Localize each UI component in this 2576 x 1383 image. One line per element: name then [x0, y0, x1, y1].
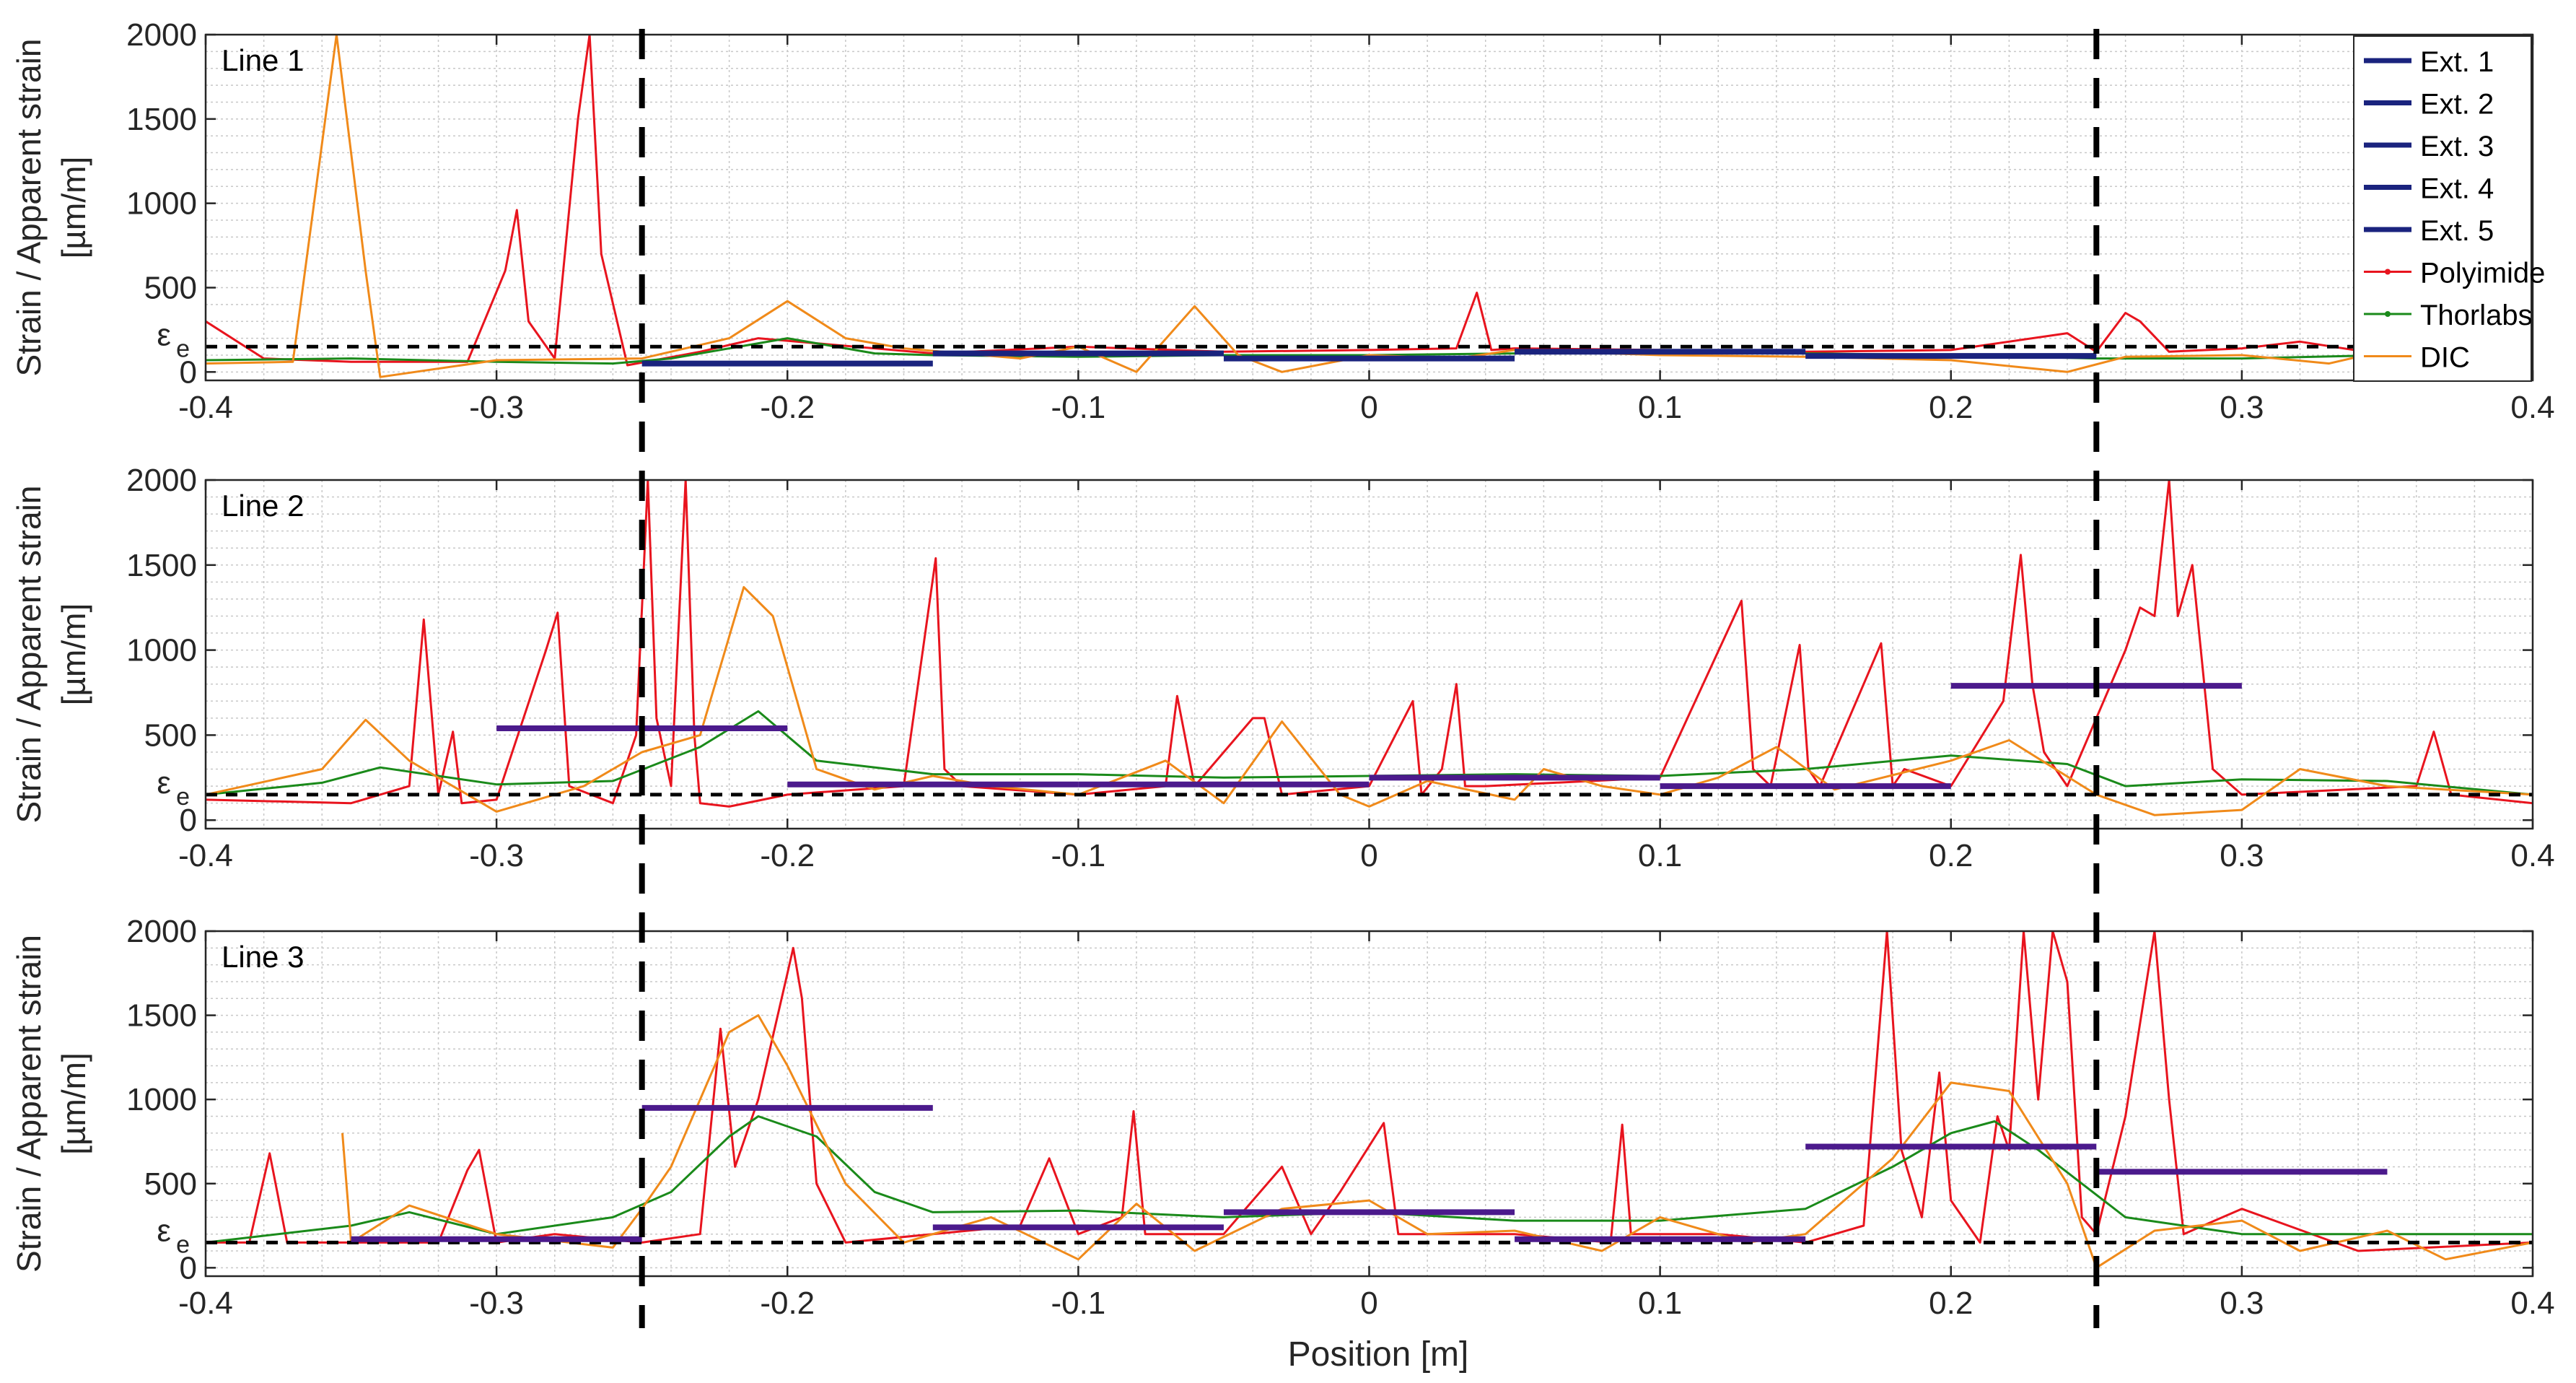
panel-line-2: -0.4 -0.3 -0.2 -0.1 0 0.1 0.2 0.3 0.4 0 500 1000 150…	[10, 463, 2555, 873]
x-tick-label: -0.2	[760, 838, 815, 873]
x-tick-label: 0.2	[1929, 1286, 1973, 1321]
legend-label: Thorlabs	[2420, 300, 2533, 331]
x-tick-label: 0.3	[2220, 838, 2264, 873]
x-tick-label: 0.4	[2510, 1286, 2554, 1321]
eps-e-subscript: e	[176, 1231, 190, 1258]
x-tick-label: -0.4	[178, 390, 233, 425]
eps-e-label: ε	[157, 317, 171, 352]
eps-e-label: ε	[157, 1213, 171, 1248]
legend-label: Ext. 4	[2420, 173, 2494, 205]
x-tick-label: 0.1	[1638, 390, 1682, 425]
panels: -0.4 -0.3 -0.2 -0.1 0 0.1 0.2 0.3 0.4 0 500 1000 150…	[10, 17, 2555, 1321]
y-tick-label: 2000	[126, 17, 197, 53]
legend-label: Polyimide	[2420, 258, 2545, 289]
y-tick-label: 1000	[126, 633, 197, 668]
x-tick-label: 0.1	[1638, 1286, 1682, 1321]
y-axis-label-unit: [µm/m]	[55, 157, 92, 258]
y-tick-label: 500	[144, 270, 197, 305]
y-tick-label: 1500	[126, 998, 197, 1034]
x-tick-label: 0.3	[2220, 1286, 2264, 1321]
panel-line-1: -0.4 -0.3 -0.2 -0.1 0 0.1 0.2 0.3 0.4 0 500 1000 150…	[10, 17, 2555, 425]
x-tick-label: 0	[1360, 390, 1377, 425]
y-axis-label-unit: [µm/m]	[55, 603, 92, 705]
x-tick-label: -0.2	[760, 1286, 815, 1321]
series-thorlabs-line	[206, 1115, 2533, 1244]
series-dic-line	[341, 1014, 2533, 1269]
x-tick-label: 0.4	[2510, 390, 2554, 425]
y-tick-label: 1500	[126, 548, 197, 583]
panel-title: Line 2	[222, 489, 304, 523]
x-tick-label: -0.2	[760, 390, 815, 425]
y-tick-label: 0	[180, 354, 197, 390]
legend-label: Ext. 3	[2420, 131, 2494, 162]
legend-marker	[2385, 311, 2391, 317]
x-tick-label: 0.4	[2510, 838, 2554, 873]
eps-e-subscript: e	[176, 335, 190, 362]
y-tick-label: 1000	[126, 186, 197, 222]
y-tick-label: 0	[180, 803, 197, 838]
panel-line-3: -0.4 -0.3 -0.2 -0.1 0 0.1 0.2 0.3 0.4 0 500 1000 150…	[10, 914, 2555, 1321]
y-axis-label-unit: [µm/m]	[55, 1052, 92, 1154]
y-tick-label: 500	[144, 717, 197, 753]
x-tick-label: 0	[1360, 1286, 1377, 1321]
data-area	[206, 480, 2533, 816]
x-tick-label: -0.3	[469, 838, 524, 873]
legend: Ext. 1 Ext. 2 Ext. 3 Ext. 4 Ext. 5 Polyimide T…	[2353, 35, 2545, 382]
x-tick-label: 0.2	[1929, 838, 1973, 873]
legend-label: Ext. 2	[2420, 89, 2494, 121]
eps-e-subscript: e	[176, 783, 190, 811]
x-tick-label: -0.3	[469, 1286, 524, 1321]
eps-e-label: ε	[157, 765, 171, 800]
legend-label: DIC	[2420, 342, 2470, 374]
x-tick-label: -0.1	[1051, 390, 1105, 425]
y-tick-label: 0	[180, 1250, 197, 1286]
panel-title: Line 3	[222, 940, 304, 974]
series-thorlabs-line	[206, 710, 2533, 796]
y-tick-label: 1500	[126, 102, 197, 137]
data-area	[206, 931, 2533, 1269]
legend-marker	[2385, 269, 2391, 275]
y-tick-label: 1000	[126, 1082, 197, 1117]
series-polyimide-line	[206, 480, 2533, 808]
grid	[205, 34, 2533, 380]
y-axis-label: Strain / Apparent strain	[10, 486, 48, 824]
y-tick-label: 2000	[126, 914, 197, 949]
plot-area	[206, 480, 2533, 829]
legend-box	[2353, 35, 2532, 382]
series-dic-line	[206, 35, 2533, 378]
y-tick-label: 2000	[126, 463, 197, 498]
y-tick-label: 500	[144, 1166, 197, 1202]
x-tick-label: 0.2	[1929, 390, 1973, 425]
x-axis-label: Position [m]	[1288, 1335, 1469, 1374]
y-axis-label: Strain / Apparent strain	[10, 39, 48, 377]
x-tick-label: -0.4	[178, 1286, 233, 1321]
panel-title: Line 1	[222, 43, 304, 77]
series-dic-line	[206, 585, 2533, 816]
overlay: Ext. 1 Ext. 2 Ext. 3 Ext. 4 Ext. 5 Polyimide T…	[639, 29, 2545, 1328]
x-tick-label: -0.3	[469, 390, 524, 425]
data-area	[206, 35, 2533, 378]
x-tick-label: -0.1	[1051, 838, 1105, 873]
x-tick-label: -0.1	[1051, 1286, 1105, 1321]
legend-label: Ext. 1	[2420, 46, 2494, 78]
x-tick-label: -0.4	[178, 838, 233, 873]
legend-label: Ext. 5	[2420, 215, 2494, 247]
x-tick-label: 0	[1360, 838, 1377, 873]
x-tick-label: 0.1	[1638, 838, 1682, 873]
x-tick-label: 0.3	[2220, 390, 2264, 425]
y-axis-label: Strain / Apparent strain	[10, 935, 48, 1273]
